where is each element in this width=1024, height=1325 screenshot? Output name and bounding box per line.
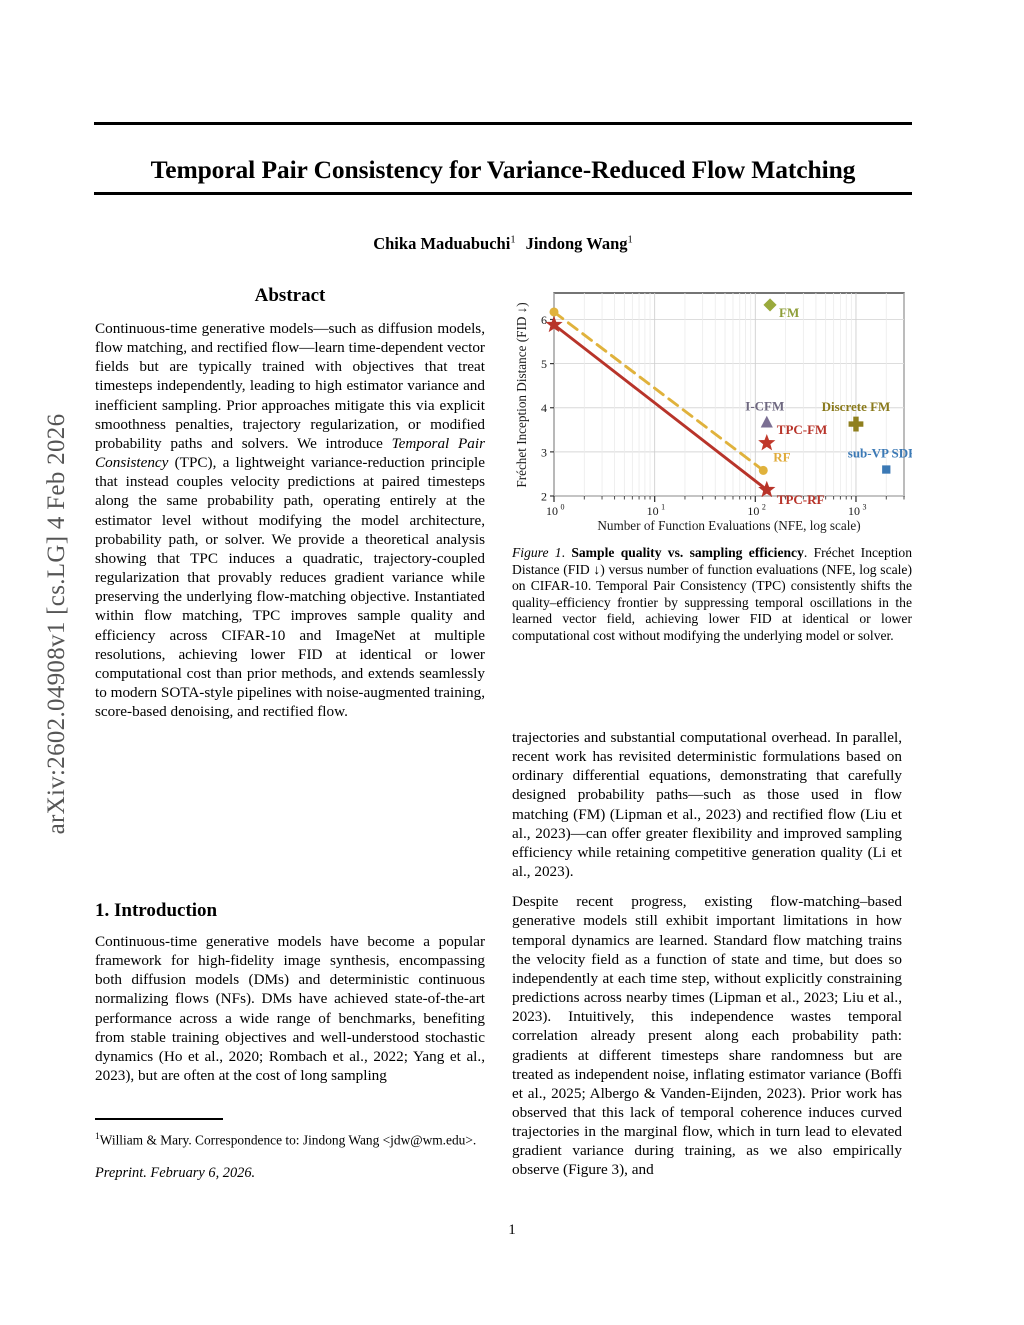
point-label-sub-vp-sde: sub-VP SDE	[848, 446, 912, 461]
right-column-body: trajectories and substantial computation…	[512, 728, 902, 1180]
series-line-rf	[552, 310, 765, 472]
abstract-text: Continuous-time generative models—such a…	[95, 320, 485, 721]
page-number: 1	[508, 1222, 516, 1238]
series-marker-rf-0	[549, 307, 559, 317]
figure-label: Figure 1	[512, 545, 562, 560]
point-marker-sub-vp-sde	[882, 465, 891, 474]
chart-scatter-points: FM I-CFM TPC-FM Discrete FM sub-VP SDE	[745, 298, 912, 474]
svg-text:5: 5	[541, 357, 547, 371]
title-rule-top	[94, 122, 912, 125]
right-paragraph-2: Despite recent progress, existing flow-m…	[512, 893, 902, 1179]
introduction-heading: 1. Introduction	[95, 900, 218, 921]
figure-bold-title: Sample quality vs. sampling efficiency	[571, 545, 804, 560]
author-name-1: Chika Maduabuchi	[373, 234, 511, 253]
series-marker-tpc-rf-0	[545, 315, 563, 333]
point-marker-i-cfm	[760, 415, 773, 428]
svg-text:3: 3	[541, 445, 547, 459]
figure-caption-rest: . Fréchet Inception Distance (FID ↓) ver…	[512, 545, 913, 643]
series-label-tpc-rf: TPC-RF	[777, 492, 825, 507]
svg-text:4: 4	[541, 401, 547, 415]
author-affiliation-mark-1: 1	[510, 234, 516, 246]
author-name-2: Jindong Wang	[525, 234, 628, 253]
series-marker-tpc-rf-1	[758, 480, 776, 498]
introduction-paragraph-1: Continuous-time generative models have b…	[95, 933, 485, 1085]
footnote-body: William & Mary. Correspondence to: Jindo…	[99, 1131, 477, 1147]
preprint-line: Preprint. February 6, 2026.	[95, 1165, 256, 1182]
svg-text:2: 2	[762, 503, 766, 512]
svg-text:6: 6	[541, 313, 547, 327]
point-label-i-cfm: I-CFM	[745, 398, 784, 413]
point-marker-fm	[763, 298, 777, 312]
point-label-fm: FM	[779, 305, 799, 320]
chart-series: RF TPC-RF	[545, 307, 825, 507]
title-rule-bottom	[94, 192, 912, 195]
page-title: Temporal Pair Consistency for Variance-R…	[150, 155, 856, 185]
point-marker-discrete-fm	[848, 416, 864, 432]
author-list: Chika Maduabuchi1 Jindong Wang1	[94, 234, 912, 254]
x-axis-ticks: 10 0 10 1 10 2 10 3	[546, 496, 905, 518]
footnote-area: 1William & Mary. Correspondence to: Jind…	[95, 1118, 485, 1182]
series-label-rf: RF	[773, 449, 790, 464]
abstract-section: Abstract Continuous-time generative mode…	[95, 285, 485, 721]
point-marker-tpc-fm	[758, 433, 776, 451]
figure-caption: Figure 1. Sample quality vs. sampling ef…	[512, 545, 913, 643]
svg-text:1: 1	[661, 503, 665, 512]
series-marker-rf-1	[758, 465, 768, 475]
x-axis-label: Number of Function Evaluations (NFE, log…	[597, 518, 860, 533]
y-axis-ticks: 2 3 4 5 6	[541, 313, 554, 503]
footnote-text: 1William & Mary. Correspondence to: Jind…	[95, 1129, 485, 1149]
y-axis-label: Fréchet Inception Distance (FID ↓)	[514, 302, 529, 487]
footnote-divider	[95, 1118, 223, 1120]
point-label-discrete-fm: Discrete FM	[822, 399, 891, 414]
svg-text:3: 3	[862, 503, 866, 512]
arxiv-stamp: arXiv:2602.04908v1 [cs.LG] 4 Feb 2026	[43, 413, 70, 835]
svg-text:10: 10	[848, 504, 860, 518]
series-line-tpc-rf	[552, 323, 769, 492]
svg-text:0: 0	[561, 503, 565, 512]
author-affiliation-mark-2: 1	[627, 234, 633, 246]
introduction-section: 1. Introduction Continuous-time generati…	[95, 900, 485, 1085]
footnote-marker: 1	[95, 1131, 100, 1142]
abstract-heading: Abstract	[254, 285, 326, 306]
svg-text:10: 10	[747, 504, 759, 518]
svg-text:10: 10	[647, 504, 659, 518]
right-paragraph-1: trajectories and substantial computation…	[512, 729, 902, 881]
point-label-tpc-fm: TPC-FM	[777, 422, 828, 437]
svg-text:10: 10	[546, 504, 558, 518]
svg-text:2: 2	[541, 489, 547, 503]
